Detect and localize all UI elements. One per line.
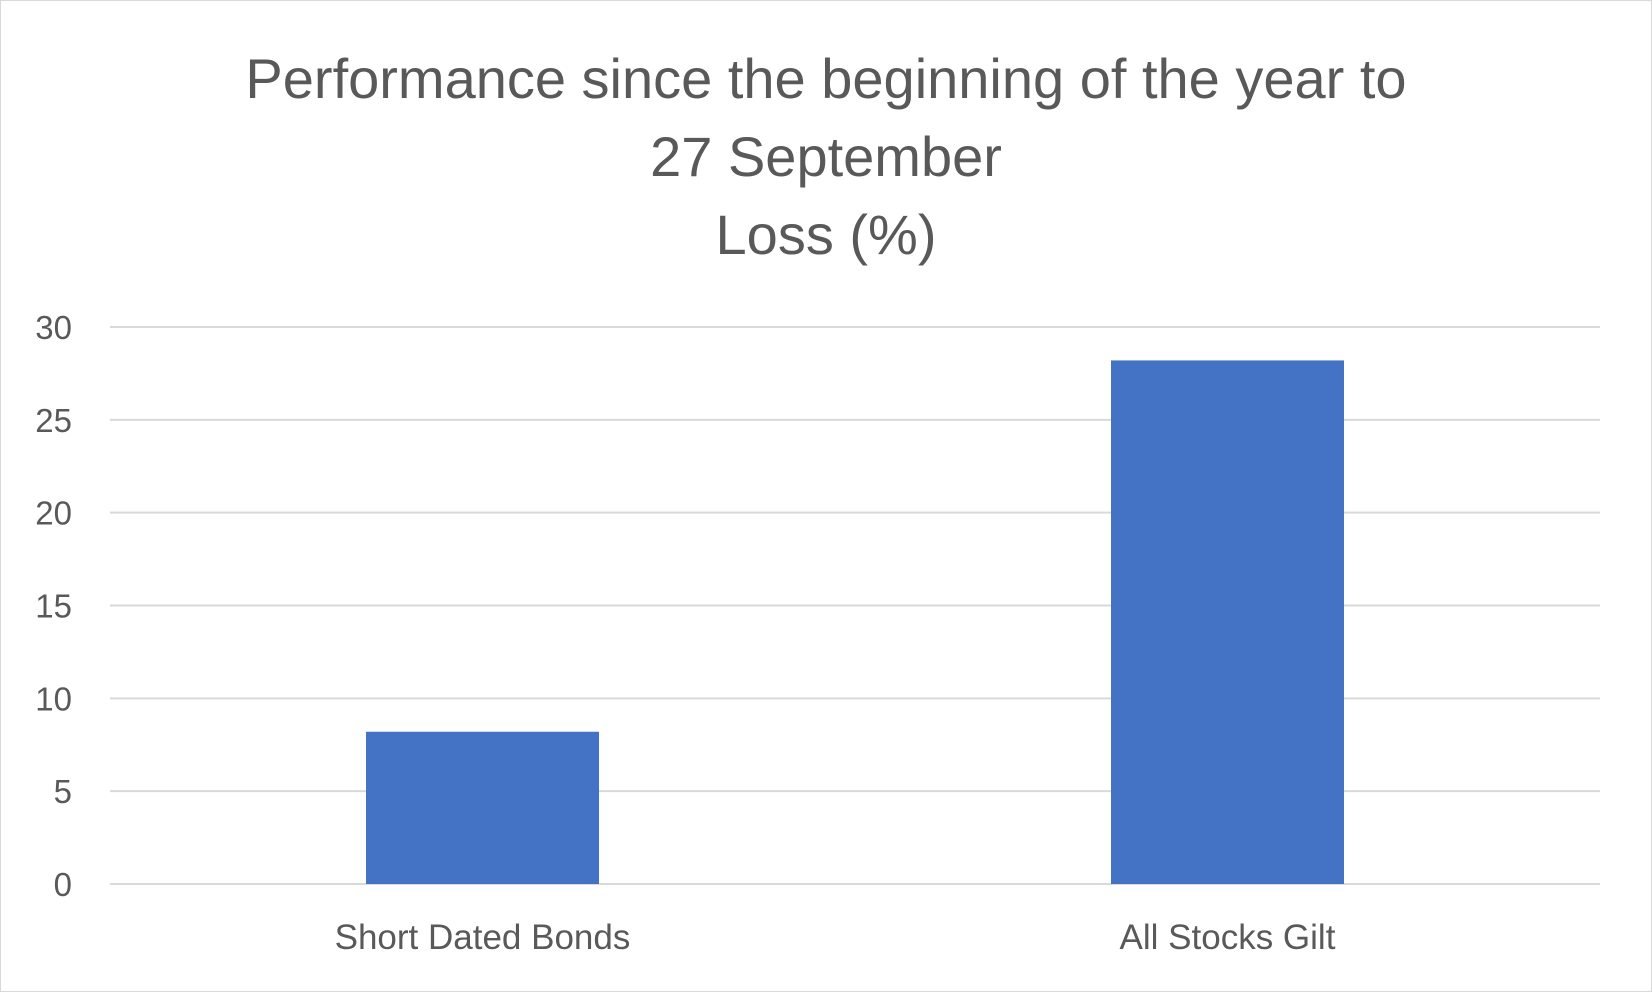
x-axis-category-labels: Short Dated Bonds All Stocks Gilt [335, 918, 1336, 957]
chart-title: Performance since the beginning of the y… [0, 40, 1652, 274]
y-tick-label: 5 [54, 773, 72, 810]
y-tick-label: 20 [35, 495, 72, 532]
y-tick-label: 15 [35, 588, 72, 625]
bars [366, 360, 1344, 884]
bar [1111, 360, 1344, 884]
chart-title-line-3: Loss (%) [715, 203, 937, 266]
y-axis-tick-labels: 0 5 10 15 20 25 30 [35, 309, 72, 903]
y-tick-label: 30 [35, 309, 72, 346]
y-tick-label: 25 [35, 402, 72, 439]
y-tick-label: 0 [54, 866, 72, 903]
chart-title-line-1: Performance since the beginning of the y… [245, 47, 1407, 110]
y-tick-label: 10 [35, 680, 72, 717]
x-category-label: All Stocks Gilt [1120, 918, 1336, 957]
chart-title-line-2: 27 September [650, 125, 1002, 188]
x-category-label: Short Dated Bonds [335, 918, 631, 957]
gridlines [110, 326, 1600, 885]
bar [366, 731, 599, 884]
